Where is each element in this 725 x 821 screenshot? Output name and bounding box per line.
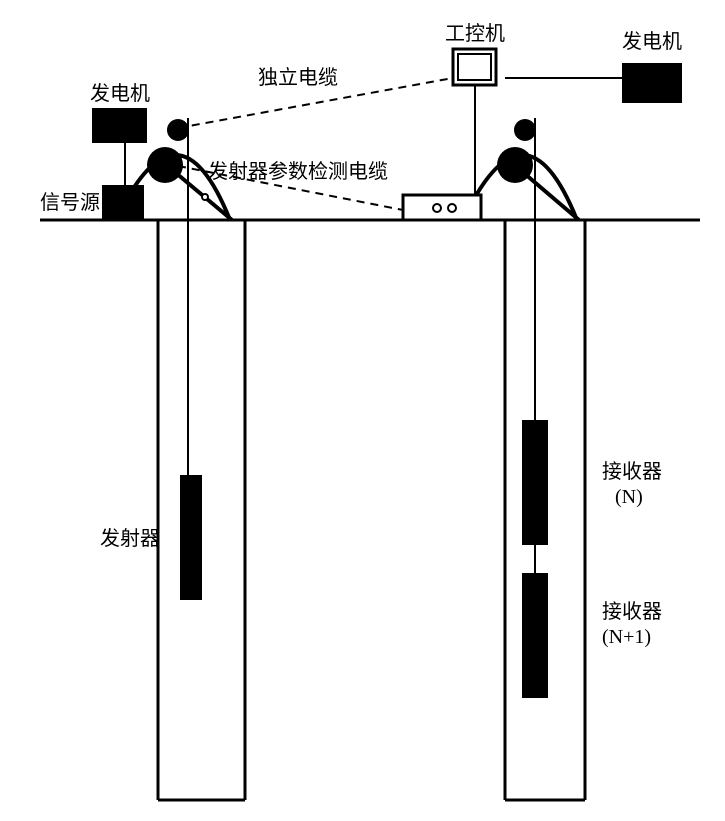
label-signal-source: 信号源 [40,191,100,214]
base-station-port-1 [433,204,441,212]
generator-left [92,108,147,143]
label-generator-left: 发电机 [90,82,150,105]
label-receiver-n1-l2: (N+1) [602,626,651,648]
base-station-port-2 [448,204,456,212]
winch-left-big-pulley [147,147,183,183]
winch-left-small-pulley [167,119,189,141]
signal-source [102,185,144,220]
param-cable-marker [202,194,208,200]
label-transmitter: 发射器 [100,527,160,550]
winch-right-small-pulley [514,119,536,141]
generator-right [622,63,682,103]
label-generator-right: 发电机 [622,30,682,53]
receiver-n [522,420,548,545]
transmitter [180,475,202,600]
label-ipc: 工控机 [445,22,505,45]
base-station [403,195,481,220]
ipc-inner [458,54,491,80]
label-receiver-n-l2: (N) [615,486,643,508]
label-receiver-n-l1: 接收器 [602,460,662,483]
label-receiver-n1-l1: 接收器 [602,600,662,623]
receiver-n1 [522,573,548,698]
label-independent-cable: 独立电缆 [258,66,338,89]
label-param-cable: 发射器参数检测电缆 [208,160,388,183]
winch-right-big-pulley [497,147,533,183]
